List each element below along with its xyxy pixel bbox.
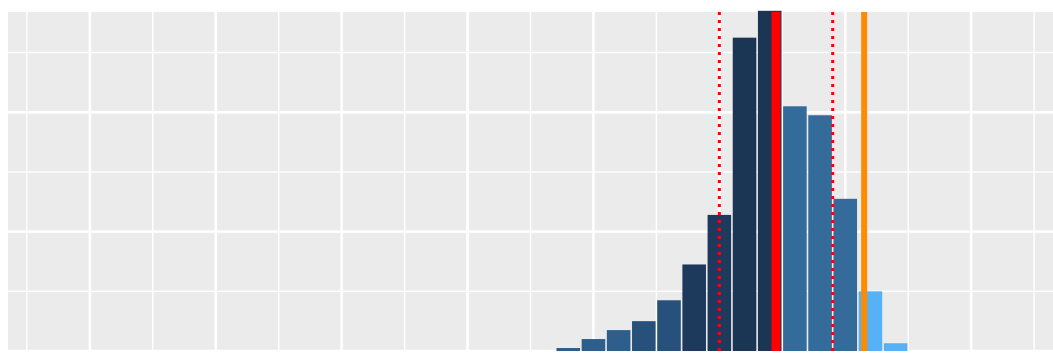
histogram-bar [883, 343, 908, 351]
histogram-bar [783, 106, 807, 352]
histogram-bar [581, 339, 606, 351]
histogram-bar [556, 348, 581, 351]
histogram-bar [682, 264, 706, 351]
reference-line-layer [717, 12, 868, 351]
histogram-bar [606, 330, 631, 351]
histogram-bar [657, 300, 681, 351]
histogram-bar [833, 198, 858, 351]
histogram-bar [707, 214, 732, 351]
histogram-bar [732, 37, 757, 352]
histogram-bar [632, 321, 656, 351]
bar-layer [556, 10, 908, 352]
grid-layer [8, 12, 1053, 353]
histogram-bar [808, 115, 832, 351]
